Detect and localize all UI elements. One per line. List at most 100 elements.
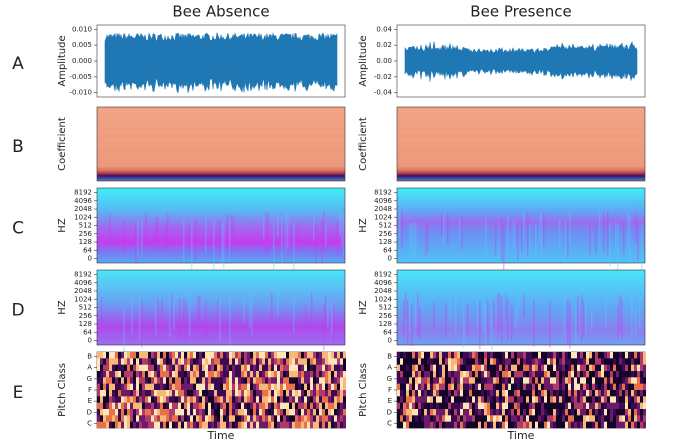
texture (451, 377, 454, 384)
texture (202, 402, 205, 410)
texture (634, 352, 637, 359)
texture (136, 383, 139, 391)
texture (595, 358, 598, 365)
texture (604, 377, 607, 384)
texture (313, 409, 316, 416)
texture (268, 390, 271, 397)
texture (208, 390, 211, 397)
texture (208, 421, 211, 429)
texture (460, 421, 463, 429)
texture (553, 364, 556, 372)
texture (136, 390, 139, 397)
texture (418, 352, 421, 359)
texture (535, 383, 538, 391)
texture (169, 396, 172, 403)
texture (166, 421, 169, 429)
texture (307, 364, 310, 372)
texture (466, 377, 469, 384)
texture (430, 390, 433, 397)
texture (508, 415, 511, 422)
texture (293, 297, 295, 333)
texture (541, 396, 544, 403)
texture (106, 358, 109, 365)
y-tick-label: E (388, 397, 392, 405)
texture (256, 409, 259, 416)
texture (109, 371, 112, 378)
texture (334, 415, 337, 422)
texture (130, 402, 133, 410)
texture (223, 377, 226, 384)
texture (622, 415, 625, 422)
texture (139, 371, 142, 378)
texture (586, 402, 589, 410)
texture (523, 409, 526, 416)
texture (643, 415, 646, 422)
texture (439, 371, 442, 378)
texture (289, 383, 292, 391)
texture (412, 358, 415, 365)
texture (622, 409, 625, 416)
texture (547, 409, 550, 416)
texture (403, 364, 406, 372)
texture (567, 220, 569, 258)
texture (490, 402, 493, 410)
texture (442, 377, 445, 384)
texture (487, 377, 490, 384)
texture (343, 371, 346, 378)
texture (295, 364, 298, 372)
texture (559, 364, 562, 372)
texture (148, 421, 151, 429)
texture (142, 371, 145, 378)
texture (409, 396, 412, 403)
texture (544, 390, 547, 397)
texture (575, 306, 577, 343)
texture (493, 352, 496, 359)
texture (406, 421, 409, 429)
texture (469, 409, 472, 416)
texture (475, 396, 478, 403)
texture (499, 371, 502, 378)
texture (577, 383, 580, 391)
texture (589, 383, 592, 391)
texture (635, 307, 637, 336)
texture (511, 305, 513, 341)
texture (598, 358, 601, 365)
texture (265, 421, 268, 429)
texture (439, 352, 442, 359)
texture (217, 383, 220, 391)
texture (553, 402, 556, 410)
texture (292, 390, 295, 397)
y-tick-label: -0.010 (69, 89, 92, 97)
texture (160, 402, 163, 410)
texture (142, 358, 145, 365)
texture (607, 364, 610, 372)
texture (106, 352, 109, 359)
texture (286, 421, 289, 429)
texture (271, 421, 274, 429)
texture (583, 364, 586, 372)
texture (613, 377, 616, 384)
texture (142, 409, 145, 416)
mfcc-panel (396, 106, 646, 182)
texture (643, 396, 646, 403)
texture (517, 352, 520, 359)
texture (145, 390, 148, 397)
texture (280, 358, 283, 365)
texture (547, 415, 550, 422)
texture (466, 352, 469, 359)
texture (475, 415, 478, 422)
texture (292, 377, 295, 384)
texture (154, 352, 157, 359)
texture (295, 390, 298, 397)
texture (196, 377, 199, 384)
texture (643, 409, 646, 416)
texture (286, 352, 289, 359)
texture (292, 402, 295, 410)
texture (325, 364, 328, 372)
texture (454, 383, 457, 391)
texture (292, 421, 295, 429)
texture (184, 396, 187, 403)
texture (136, 409, 139, 416)
texture (172, 402, 175, 410)
texture (481, 396, 484, 403)
